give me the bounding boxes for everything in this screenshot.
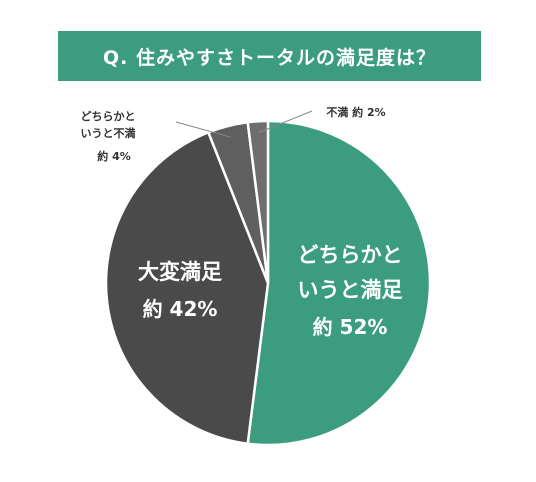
slice-label-line: 不満 約 2% [326,105,385,119]
slice-value-label: 約 42% [143,297,218,321]
title-banner: Q. 住みやすさトータルの満足度は？ [58,31,481,81]
slice-label-line: いうと不満 [81,126,136,140]
pie-slice-2 [104,130,270,446]
slice-label-line: 大変満足 [138,260,222,284]
chart-title: Q. 住みやすさトータルの満足度は？ [103,46,436,69]
slice-value-label: 約 52% [313,315,388,339]
slice-label-line: どちらかと [298,243,403,267]
slice-value-label: 約 4% [97,149,131,163]
leader-line [175,121,231,138]
slice-label-line: いうと満足 [298,278,403,302]
pie-slice-1 [246,119,432,447]
pie-slice-4 [246,119,270,284]
slice-label-line: どちらかと [81,110,136,123]
leader-line [258,110,313,134]
slice-label-4: 不満 約 2% [326,105,385,119]
